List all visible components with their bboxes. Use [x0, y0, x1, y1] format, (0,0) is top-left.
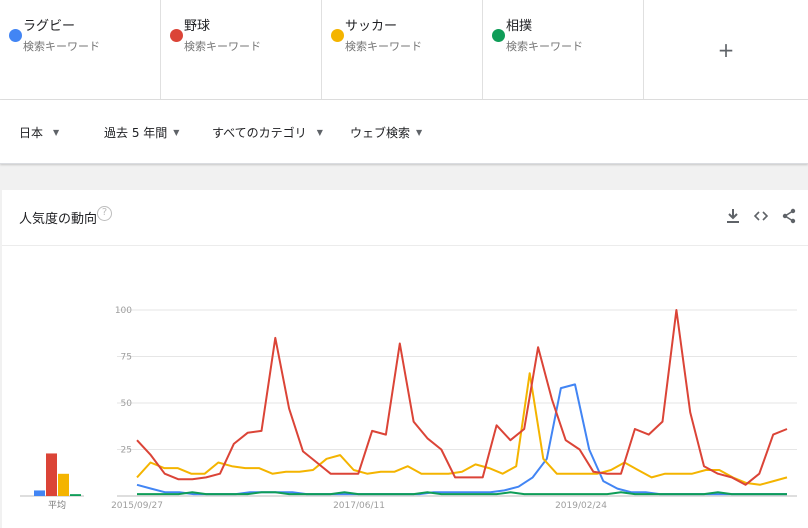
search-term-type: 検索キーワード: [184, 40, 261, 53]
x-tick-label: 2019/02/24: [555, 501, 607, 511]
search-term-bar: ラグビー 検索キーワード 野球 検索キーワード サッカー 検索キーワード 相撲 …: [0, 0, 808, 100]
series-line: [136, 309, 788, 486]
average-bar: [34, 490, 45, 496]
series-color-dot: [492, 29, 505, 42]
help-icon[interactable]: ?: [97, 206, 112, 221]
interest-over-time-card: 人気度の動向 ? 25 50 75 100 2015/09/27 2017/06/11 2…: [2, 190, 808, 528]
chevron-down-icon: ▼: [53, 128, 60, 137]
trend-chart: 25 50 75 100 2015/09/27 2017/06/11 2019/02/24…: [20, 306, 797, 511]
y-tick-label: 25: [121, 446, 132, 456]
chevron-down-icon: ▼: [416, 128, 423, 137]
region-dropdown[interactable]: 日本 ▼: [19, 124, 59, 141]
search-term-soccer[interactable]: サッカー 検索キーワード: [322, 0, 483, 100]
search-type-label: ウェブ検索: [350, 126, 411, 140]
period-dropdown[interactable]: 過去 5 年間 ▼: [104, 124, 179, 141]
search-term-baseball[interactable]: 野球 検索キーワード: [161, 0, 322, 100]
category-label: すべてのカテゴリ: [212, 126, 307, 140]
search-term-sumo[interactable]: 相撲 検索キーワード: [483, 0, 644, 100]
average-bar: [46, 453, 57, 496]
card-divider: [2, 245, 808, 246]
period-label: 過去 5 年間: [104, 126, 168, 140]
series-color-dot: [331, 29, 344, 42]
card-tools: [724, 207, 798, 225]
x-tick-label: 2017/06/11: [333, 501, 385, 511]
region-label: 日本: [19, 126, 44, 140]
x-tick-label: 2015/09/27: [111, 501, 163, 511]
average-bar: [70, 494, 81, 496]
y-tick-label: 75: [121, 353, 132, 363]
search-term-label: 野球: [184, 19, 211, 34]
search-term-label: ラグビー: [23, 19, 76, 34]
series-line: [137, 491, 787, 496]
search-term-type: 検索キーワード: [345, 40, 422, 53]
search-term-label: 相撲: [506, 19, 533, 34]
search-term-type: 検索キーワード: [23, 40, 100, 53]
series-color-dot: [170, 29, 183, 42]
search-term-label: サッカー: [345, 19, 398, 34]
category-dropdown[interactable]: すべてのカテゴリ ▼: [212, 124, 323, 141]
chevron-down-icon: ▼: [173, 128, 180, 137]
search-term-type: 検索キーワード: [506, 40, 583, 53]
card-title: 人気度の動向: [19, 212, 98, 227]
series-color-dot: [9, 29, 22, 42]
filter-bar: 日本 ▼ 過去 5 年間 ▼ すべてのカテゴリ ▼ ウェブ検索 ▼: [0, 100, 808, 164]
series-line: [136, 372, 788, 486]
y-tick-label: 100: [115, 306, 132, 316]
embed-icon[interactable]: [752, 207, 770, 225]
chevron-down-icon: ▼: [316, 128, 323, 137]
search-term-rugby[interactable]: ラグビー 検索キーワード: [0, 0, 161, 100]
average-label: 平均: [48, 499, 66, 511]
search-type-dropdown[interactable]: ウェブ検索 ▼: [350, 124, 422, 141]
add-comparison-button[interactable]: +: [717, 37, 735, 62]
average-bar: [58, 473, 69, 496]
download-icon[interactable]: [724, 207, 742, 225]
share-icon[interactable]: [780, 207, 798, 225]
y-tick-label: 50: [121, 399, 133, 409]
